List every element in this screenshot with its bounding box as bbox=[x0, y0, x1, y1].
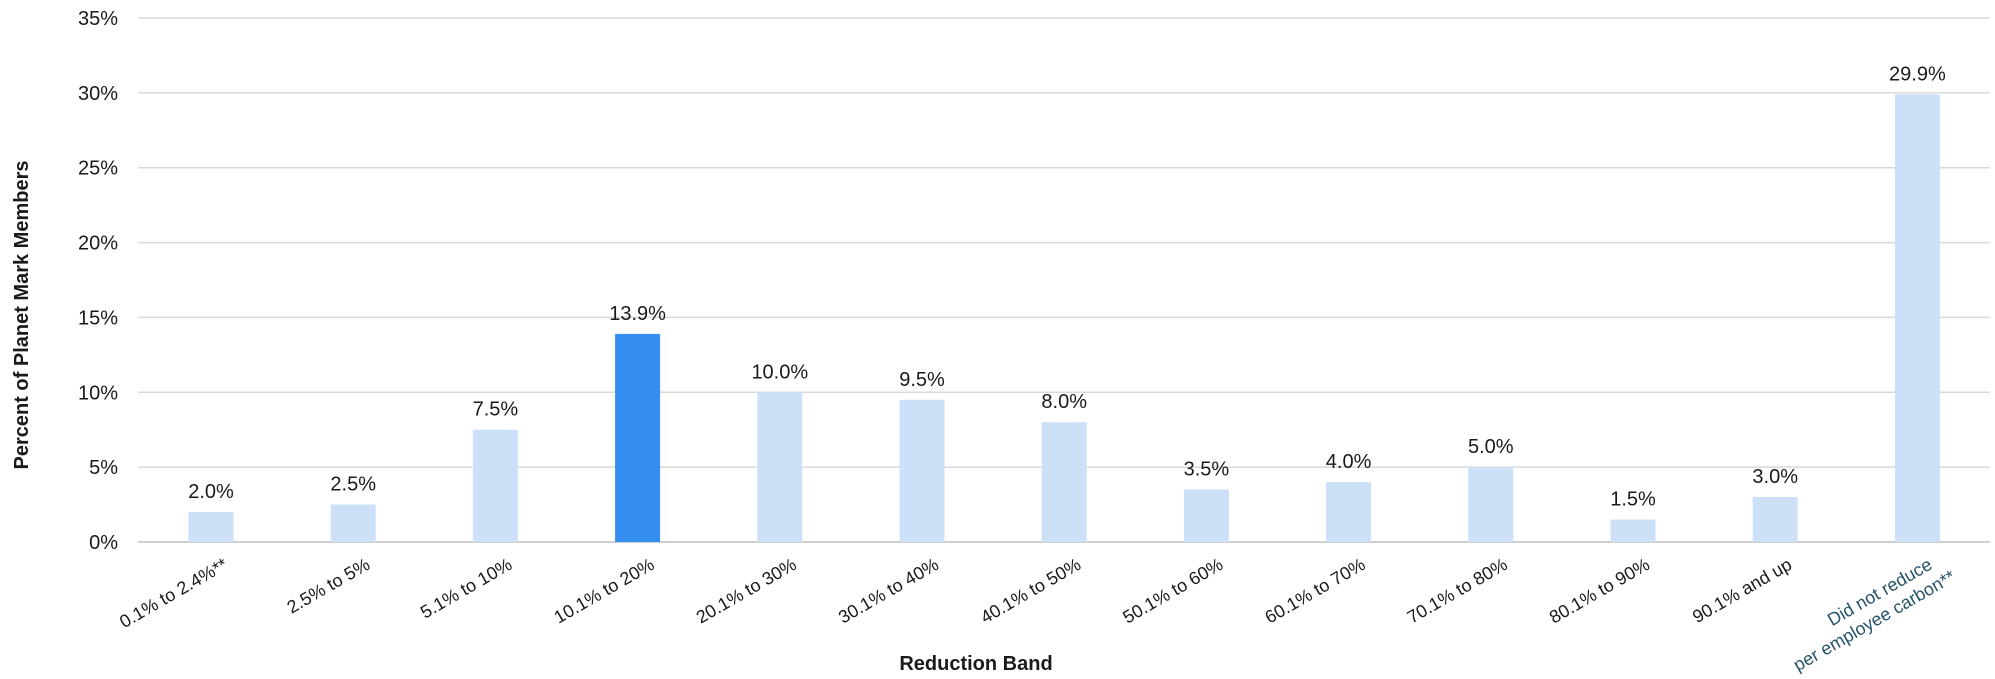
data-label: 9.5% bbox=[899, 369, 945, 391]
data-label: 10.0% bbox=[751, 361, 808, 383]
y-tick-label: 5% bbox=[89, 457, 118, 479]
x-category-label: 70.1% to 80% bbox=[1404, 554, 1511, 627]
data-label: 7.5% bbox=[473, 399, 519, 421]
y-tick-label: 20% bbox=[78, 233, 118, 255]
data-label: 29.9% bbox=[1889, 63, 1946, 85]
y-tick-label: 15% bbox=[78, 307, 118, 329]
y-axis-ticks: 0% 5% 10% 15% 20% 25% 30% 35% bbox=[78, 8, 118, 554]
y-axis-title: Percent of Planet Mark Members bbox=[11, 161, 33, 470]
bar bbox=[330, 504, 376, 542]
bar bbox=[1183, 489, 1229, 542]
data-label: 13.9% bbox=[609, 303, 666, 325]
x-category-label: 80.1% to 90% bbox=[1546, 554, 1653, 627]
bar bbox=[1326, 482, 1372, 542]
data-label: 3.0% bbox=[1752, 466, 1798, 488]
bar bbox=[757, 392, 803, 542]
data-label: 3.5% bbox=[1184, 459, 1230, 481]
x-category-label: 60.1% to 70% bbox=[1262, 554, 1369, 627]
bar bbox=[899, 399, 945, 542]
x-category-label: 0.1% to 2.4%** bbox=[116, 554, 231, 632]
data-label: 8.0% bbox=[1041, 391, 1087, 413]
y-tick-label: 30% bbox=[78, 83, 118, 105]
y-tick-label: 0% bbox=[89, 532, 118, 554]
data-label: 2.5% bbox=[330, 474, 376, 496]
data-labels: 2.0% 2.5% 7.5% 13.9% 10.0% 9.5% 8.0% 3.5% 4.0% 5.… bbox=[188, 63, 1946, 510]
x-category-label: 2.5% to 5% bbox=[283, 554, 373, 617]
gridlines bbox=[138, 17, 1990, 543]
bars bbox=[188, 94, 1940, 543]
x-axis-title: Reduction Band bbox=[899, 653, 1052, 675]
bar bbox=[472, 429, 518, 542]
x-category-label: Did not reduceper employee carbon** bbox=[1779, 547, 1959, 675]
x-category-label: 10.1% to 20% bbox=[551, 554, 658, 627]
x-category-label: 90.1% and up bbox=[1689, 554, 1795, 627]
y-tick-label: 35% bbox=[78, 8, 118, 30]
bar bbox=[1468, 467, 1514, 542]
bar bbox=[1041, 422, 1087, 542]
x-category-label: 40.1% to 50% bbox=[977, 554, 1084, 627]
y-tick-label: 10% bbox=[78, 382, 118, 404]
x-category-label: 20.1% to 30% bbox=[693, 554, 800, 627]
bar bbox=[1752, 497, 1798, 542]
y-tick-label: 25% bbox=[78, 158, 118, 180]
data-label: 1.5% bbox=[1610, 489, 1656, 511]
x-category-label: 5.1% to 10% bbox=[417, 554, 515, 622]
data-label: 2.0% bbox=[188, 481, 234, 503]
bar bbox=[188, 512, 234, 542]
data-label: 5.0% bbox=[1468, 436, 1514, 458]
bar bbox=[1610, 519, 1656, 542]
x-category-label: 30.1% to 40% bbox=[835, 554, 942, 627]
bar bbox=[615, 333, 661, 542]
bar bbox=[1894, 94, 1940, 543]
x-category-label: 50.1% to 60% bbox=[1119, 554, 1226, 627]
data-label: 4.0% bbox=[1326, 451, 1372, 473]
